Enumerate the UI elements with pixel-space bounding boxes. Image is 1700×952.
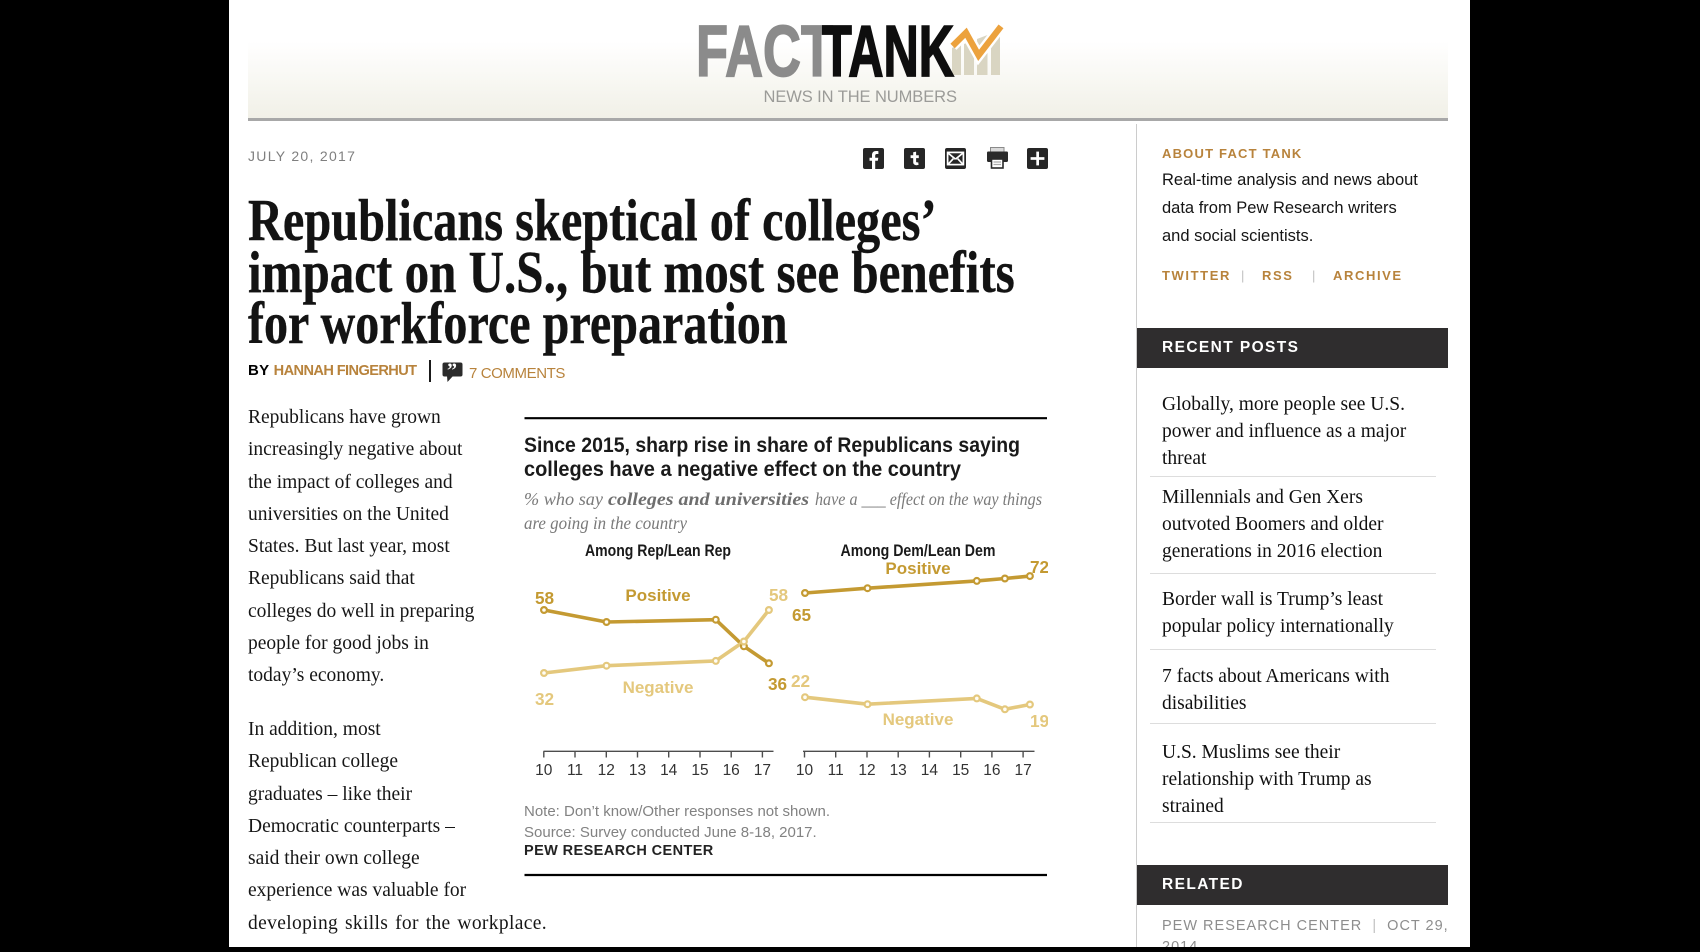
svg-text:12: 12 (598, 762, 615, 779)
svg-text:Negative: Negative (883, 710, 954, 729)
svg-text:58: 58 (769, 585, 789, 605)
svg-text:Note: Don’t know/Other respons: Note: Don’t know/Other responses not sho… (524, 803, 830, 820)
svg-text:19: 19 (1030, 711, 1048, 731)
svg-text:15: 15 (952, 762, 969, 779)
svg-text:12: 12 (858, 762, 875, 779)
svg-text:PEW RESEARCH CENTER: PEW RESEARCH CENTER (524, 843, 714, 859)
svg-text:16: 16 (723, 762, 740, 779)
svg-text:colleges and universities: colleges and universities (608, 489, 809, 509)
svg-text:colleges have a negative effec: colleges have a negative effect on the c… (524, 457, 961, 481)
svg-text:32: 32 (535, 689, 554, 709)
svg-text:have a ___ effect on the way t: have a ___ effect on the way things (815, 489, 1042, 509)
svg-text:% who say: % who say (524, 489, 603, 509)
svg-text:10: 10 (535, 762, 553, 779)
svg-text:Source: Survey conducted June: Source: Survey conducted June 8-18, 2017… (524, 824, 817, 841)
svg-text:65: 65 (792, 605, 812, 625)
svg-text:36: 36 (768, 674, 787, 694)
svg-text:58: 58 (535, 588, 555, 608)
svg-text:10: 10 (796, 762, 814, 779)
svg-text:22: 22 (791, 671, 810, 691)
svg-text:NEWS IN THE NUMBERS: NEWS IN THE NUMBERS (764, 88, 960, 106)
svg-text:15: 15 (691, 762, 708, 779)
svg-text:Since 2015, sharp rise in shar: Since 2015, sharp rise in share of Repub… (524, 433, 1020, 457)
svg-text:13: 13 (629, 762, 646, 779)
svg-text:”: ” (447, 361, 457, 382)
svg-text:Among Dem/Lean Dem: Among Dem/Lean Dem (841, 541, 996, 560)
svg-text:13: 13 (890, 762, 907, 779)
svg-text:Among Rep/Lean Rep: Among Rep/Lean Rep (585, 541, 731, 560)
svg-text:14: 14 (660, 762, 678, 779)
svg-text:FACT: FACT (696, 12, 833, 92)
svg-text:11: 11 (567, 762, 583, 779)
svg-text:14: 14 (921, 762, 939, 779)
svg-text:17: 17 (754, 762, 771, 779)
svg-text:are going in the country: are going in the country (524, 513, 687, 533)
svg-text:TANK: TANK (822, 12, 954, 92)
svg-text:11: 11 (828, 762, 844, 779)
svg-text:Positive: Positive (885, 559, 950, 578)
svg-text:16: 16 (983, 762, 1000, 779)
svg-text:17: 17 (1014, 762, 1031, 779)
svg-text:Negative: Negative (623, 678, 694, 697)
svg-text:72: 72 (1030, 557, 1048, 577)
svg-text:Positive: Positive (625, 586, 690, 605)
